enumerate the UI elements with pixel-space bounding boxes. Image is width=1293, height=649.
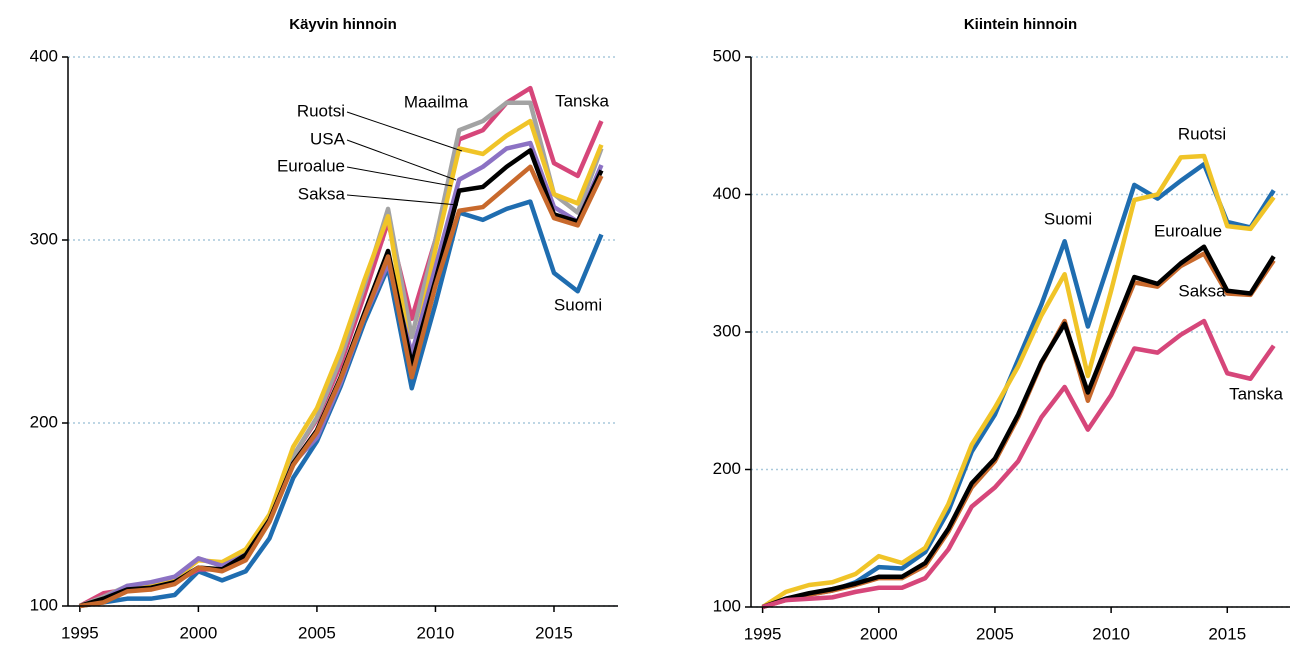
x-tick-label: 2015 xyxy=(1208,624,1246,643)
series-line xyxy=(761,153,1276,609)
series-line xyxy=(761,318,1276,610)
series-label: Suomi xyxy=(1044,209,1092,228)
series-label: Saksa xyxy=(1178,281,1226,300)
y-tick-label: 500 xyxy=(713,46,741,65)
leader-line xyxy=(346,139,457,181)
series-label: Saksa xyxy=(298,184,346,203)
series-label: Tanska xyxy=(555,91,609,110)
leader-line xyxy=(346,194,459,206)
y-tick-label: 300 xyxy=(30,229,58,248)
series-label: USA xyxy=(310,129,346,148)
x-tick-label: 2005 xyxy=(976,624,1014,643)
x-tick-label: 2005 xyxy=(298,623,336,642)
y-tick-label: 100 xyxy=(713,596,741,615)
series-label: Euroalue xyxy=(277,156,345,175)
chart-title: Käyvin hinnoin xyxy=(289,16,397,33)
x-tick-label: 1995 xyxy=(61,623,99,642)
series-line xyxy=(761,244,1276,610)
x-tick-label: 2000 xyxy=(179,623,217,642)
x-tick-label: 1995 xyxy=(744,624,782,643)
series-line xyxy=(761,251,1276,610)
series-label: Suomi xyxy=(554,295,602,314)
leader-line xyxy=(346,111,463,152)
series-line xyxy=(79,199,604,609)
x-tick-label: 2010 xyxy=(417,623,455,642)
y-tick-label: 400 xyxy=(713,184,741,203)
series-label: Tanska xyxy=(1229,384,1283,403)
series-label: Maailma xyxy=(404,92,469,111)
y-tick-label: 200 xyxy=(30,412,58,431)
y-tick-label: 300 xyxy=(713,321,741,340)
x-tick-label: 2010 xyxy=(1092,624,1130,643)
series-label: Ruotsi xyxy=(297,101,345,120)
x-tick-label: 2000 xyxy=(860,624,898,643)
leader-line xyxy=(346,166,453,187)
y-tick-label: 100 xyxy=(30,595,58,614)
series-label: Ruotsi xyxy=(1178,124,1226,143)
chart-title: Kiintein hinnoin xyxy=(964,16,1077,33)
series-line xyxy=(79,164,604,609)
y-tick-label: 200 xyxy=(713,459,741,478)
series-label: Euroalue xyxy=(1154,221,1222,240)
y-tick-label: 400 xyxy=(30,46,58,65)
x-tick-label: 2015 xyxy=(535,623,573,642)
